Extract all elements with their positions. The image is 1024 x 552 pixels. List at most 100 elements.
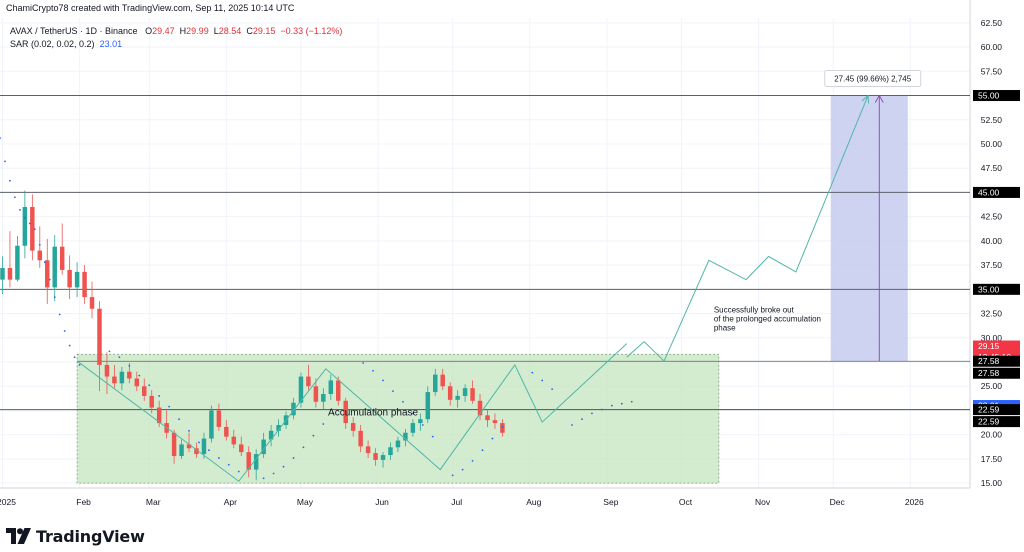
sar-dot — [23, 216, 26, 219]
price-badge — [973, 90, 1020, 102]
candle-body — [313, 386, 319, 402]
sar-dot — [78, 364, 81, 366]
candle-body — [261, 439, 266, 455]
sar-dot — [610, 404, 613, 407]
sar-dot — [73, 356, 76, 359]
candle-body — [104, 364, 110, 377]
candle-body — [328, 380, 334, 394]
sar-dot — [63, 330, 66, 332]
candle-body — [127, 371, 132, 379]
horizontal-levels[interactable] — [0, 95, 970, 411]
candle-body — [500, 423, 505, 433]
candle-body — [239, 444, 244, 453]
symbol-title[interactable]: AVAX / TetherUS · 1D · Binance — [10, 26, 138, 36]
sar-dot — [262, 477, 265, 480]
attribution-text: ChamiCrypto78 created with TradingView.c… — [6, 3, 295, 13]
time-tick-label: Mar — [146, 497, 161, 507]
sar-dot — [237, 470, 240, 473]
price-badge-text: 35.00 — [978, 284, 1000, 294]
time-axis[interactable]: 2025 Feb Mar Apr May Jun Jul Aug Sep Oct Nov Dec 202… — [0, 497, 924, 507]
sar-dot — [571, 424, 573, 426]
sar-dot — [471, 459, 474, 462]
sar-dot — [282, 465, 285, 468]
sar-dot — [178, 418, 180, 421]
close-value: 29.15 — [252, 26, 276, 36]
candle-body — [216, 410, 222, 427]
candle-body — [418, 419, 423, 424]
symbol-legend: AVAX / TetherUS · 1D · Binance O29.47 H2… — [10, 26, 342, 36]
projection-path — [626, 95, 869, 362]
price-tick-label: 37.50 — [981, 260, 1003, 270]
candle-body — [194, 448, 199, 455]
sar-dot — [481, 449, 484, 452]
sar-dot — [128, 364, 131, 367]
candle-body — [485, 415, 490, 421]
candle-body — [112, 376, 117, 384]
sar-dot — [227, 463, 230, 466]
sar-dot — [18, 208, 21, 211]
candle-body — [82, 271, 87, 298]
price-tick-label: 15.00 — [981, 478, 1003, 488]
time-tick-label: 2025 — [0, 497, 16, 507]
price-tick-label: 62.50 — [981, 18, 1003, 28]
indicator-label: SAR (0.02, 0.02, 0.2) — [10, 39, 95, 49]
price-axis-labels: 55.0045.0035.0029.1513:45:1027.5827.5823… — [973, 90, 1020, 428]
candle-body — [209, 410, 214, 439]
sar-series — [0, 137, 633, 480]
candle-body — [291, 402, 296, 416]
candle-body — [447, 386, 453, 400]
measure-label-box — [824, 70, 922, 88]
price-badge-text: 27.58 — [978, 368, 1000, 378]
sar-dot — [421, 424, 424, 426]
sar-dot — [551, 388, 554, 391]
sar-dot — [362, 362, 365, 364]
annotations: Accumulation phase Successfully broke out… — [328, 70, 922, 418]
low-label: L — [213, 26, 219, 36]
candle-body — [380, 455, 386, 460]
time-tick-label: Oct — [679, 497, 693, 507]
breakout-note-line: of the prolonged accumulation — [714, 315, 821, 324]
sar-dot — [591, 412, 593, 415]
candle-body — [224, 426, 229, 437]
time-tick-label: Jun — [375, 497, 389, 507]
candle-body — [358, 430, 363, 447]
tradingview-brand[interactable]: TradingView — [6, 526, 145, 546]
sar-dot — [48, 278, 51, 281]
candle-body — [253, 454, 259, 470]
price-tick-label: 40.00 — [981, 236, 1003, 246]
sar-dot — [531, 371, 534, 374]
candle-body — [119, 371, 125, 384]
sar-dot — [431, 435, 434, 438]
sar-dot — [198, 441, 200, 444]
price-badge-text: 22.59 — [978, 417, 1000, 427]
candle-body — [321, 394, 326, 402]
candle-body — [306, 376, 311, 387]
time-tick-label: Apr — [224, 497, 237, 507]
price-badge — [973, 283, 1020, 295]
indicator-legend[interactable]: SAR (0.02, 0.02, 0.2) 23.01 — [10, 39, 122, 49]
open-label: O — [145, 26, 153, 36]
price-tick-label: 50.00 — [981, 139, 1003, 149]
sar-dot — [372, 369, 374, 372]
candle-body — [52, 246, 57, 288]
candle-body — [373, 453, 378, 460]
sar-dot — [312, 434, 315, 437]
analysis-paths — [76, 94, 884, 482]
price-badge — [973, 367, 1020, 379]
sar-dot — [148, 384, 151, 387]
sar-dot — [58, 313, 61, 316]
candle-body — [298, 376, 304, 403]
price-tick-label: 60.00 — [981, 42, 1003, 52]
candle-body — [492, 420, 498, 424]
price-tick-label: 25.00 — [981, 381, 1003, 391]
change-value: −0.33 (−1.12%) — [280, 26, 343, 36]
candle-body — [477, 400, 483, 416]
candle-body — [425, 392, 431, 420]
sar-dot — [272, 472, 275, 475]
sar-dot — [292, 457, 295, 459]
candle-body — [171, 432, 177, 457]
close-label: C — [246, 26, 253, 36]
time-tick-label: May — [297, 497, 314, 507]
sar-dot — [451, 474, 454, 477]
